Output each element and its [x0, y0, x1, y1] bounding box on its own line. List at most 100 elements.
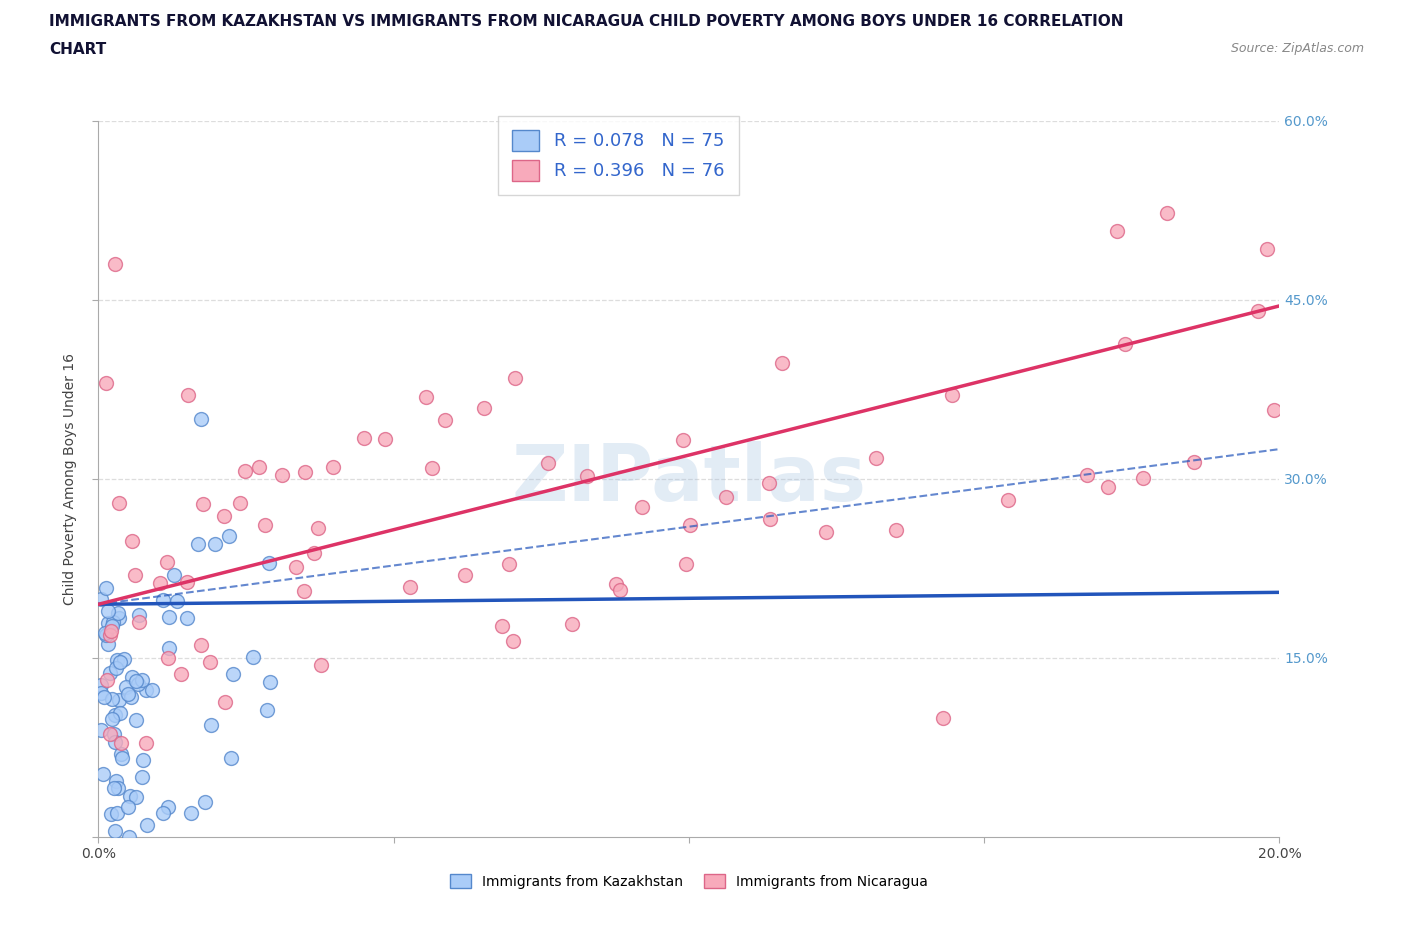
Point: [814, 525, 837, 539]
Point: [997, 493, 1019, 508]
Point: [233, 464, 256, 479]
Point: [247, 459, 270, 474]
Point: [120, 690, 142, 705]
Point: [96, 376, 118, 391]
Point: [758, 475, 780, 490]
Point: [672, 433, 695, 448]
Point: [1156, 206, 1178, 220]
Point: [229, 496, 252, 511]
Point: [131, 672, 153, 687]
Point: [157, 610, 180, 625]
Point: [157, 651, 180, 666]
Point: [399, 579, 422, 594]
Point: [90, 723, 112, 737]
Point: [198, 655, 221, 670]
Point: [294, 464, 316, 479]
Point: [214, 695, 236, 710]
Point: [136, 817, 159, 832]
Point: [103, 726, 125, 741]
Point: [107, 605, 129, 620]
Point: [433, 412, 456, 427]
Point: [94, 580, 117, 595]
Point: [111, 751, 134, 765]
Point: [537, 456, 560, 471]
Point: [218, 528, 240, 543]
Point: [104, 708, 127, 723]
Point: [100, 623, 122, 638]
Point: [420, 460, 443, 475]
Point: [454, 567, 477, 582]
Point: [242, 650, 264, 665]
Point: [101, 615, 124, 630]
Point: [132, 752, 155, 767]
Point: [190, 412, 212, 427]
Point: [105, 805, 128, 820]
Point: [353, 431, 375, 445]
Point: [675, 556, 697, 571]
Point: [98, 628, 121, 643]
Point: [162, 567, 184, 582]
Point: [121, 670, 143, 684]
Point: [91, 767, 114, 782]
Point: [141, 683, 163, 698]
Point: [118, 789, 141, 804]
Point: [152, 592, 174, 607]
Point: [110, 655, 132, 670]
Point: [498, 556, 520, 571]
Point: [292, 583, 315, 598]
Point: [1256, 242, 1278, 257]
Point: [135, 736, 157, 751]
Point: [110, 746, 132, 761]
Point: [135, 683, 157, 698]
Point: [284, 559, 307, 574]
Point: [121, 533, 143, 548]
Text: CHART: CHART: [49, 42, 107, 57]
Point: [1132, 471, 1154, 485]
Point: [112, 651, 135, 666]
Point: [105, 773, 128, 788]
Point: [190, 637, 212, 652]
Point: [309, 658, 332, 672]
Point: [107, 780, 129, 795]
Point: [256, 702, 278, 717]
Point: [491, 618, 513, 633]
Point: [221, 667, 243, 682]
Point: [96, 673, 118, 688]
Point: [932, 711, 955, 725]
Point: [1247, 303, 1270, 318]
Point: [271, 467, 294, 482]
Point: [166, 593, 188, 608]
Point: [93, 689, 115, 704]
Point: [176, 611, 198, 626]
Point: [759, 512, 782, 526]
Point: [98, 666, 121, 681]
Point: [1182, 455, 1205, 470]
Point: [176, 575, 198, 590]
Text: Source: ZipAtlas.com: Source: ZipAtlas.com: [1230, 42, 1364, 55]
Point: [104, 824, 127, 839]
Point: [94, 625, 117, 640]
Point: [714, 489, 737, 504]
Point: [90, 685, 112, 700]
Point: [157, 799, 180, 814]
Point: [108, 693, 131, 708]
Point: [502, 634, 524, 649]
Point: [187, 537, 209, 551]
Point: [94, 628, 117, 643]
Point: [191, 497, 214, 512]
Point: [97, 616, 120, 631]
Point: [865, 451, 887, 466]
Point: [108, 496, 131, 511]
Y-axis label: Child Poverty Among Boys Under 16: Child Poverty Among Boys Under 16: [63, 353, 77, 604]
Point: [104, 257, 127, 272]
Point: [1263, 403, 1285, 418]
Point: [257, 556, 280, 571]
Point: [561, 617, 583, 631]
Point: [253, 518, 276, 533]
Point: [101, 692, 124, 707]
Point: [105, 653, 128, 668]
Point: [97, 637, 120, 652]
Point: [124, 568, 146, 583]
Point: [90, 677, 112, 692]
Point: [176, 388, 198, 403]
